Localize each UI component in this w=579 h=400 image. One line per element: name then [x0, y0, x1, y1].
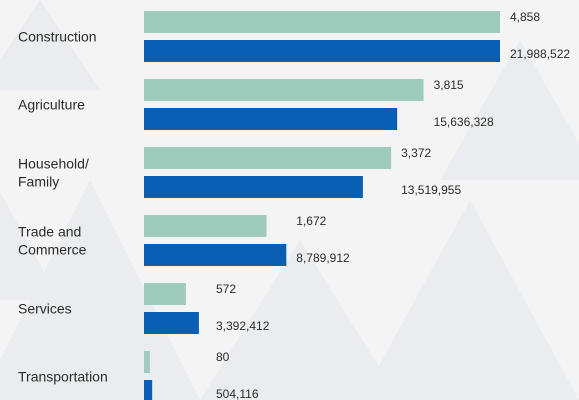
bar-series-1: [144, 79, 424, 101]
category-label-line: Family: [18, 174, 59, 190]
value-label-series-1: 80: [216, 350, 230, 364]
bg-triangle: [360, 200, 579, 400]
category-label-line: Services: [18, 301, 72, 317]
category-label: Services: [18, 301, 72, 317]
bg-triangle: [0, 0, 100, 90]
category-label: Household/Family: [18, 156, 89, 190]
bar-series-2: [144, 312, 199, 334]
bg-triangle: [200, 240, 400, 400]
category-label-line: Trade and: [18, 224, 81, 240]
value-label-series-1: 3,372: [401, 146, 431, 160]
bar-series-2: [144, 176, 363, 198]
bar-series-1: [144, 11, 500, 33]
value-label-series-2: 8,789,912: [296, 251, 350, 265]
bar-series-1: [144, 351, 150, 373]
bar-series-2: [144, 380, 153, 400]
value-label-series-2: 3,392,412: [216, 319, 270, 333]
bar-series-2: [144, 108, 398, 130]
category-label: Trade and Commerce: [18, 224, 87, 258]
value-label-series-2: 21,988,522: [510, 47, 570, 61]
bar-series-1: [144, 215, 267, 237]
value-label-series-2: 504,116: [216, 387, 259, 400]
category-label: Agriculture: [18, 97, 85, 113]
category-label-line: Agriculture: [18, 97, 85, 113]
bg-triangle: [0, 180, 200, 400]
category-label: Construction: [18, 29, 97, 45]
value-label-series-1: 1,672: [296, 214, 326, 228]
bar-series-1: [144, 283, 186, 305]
value-label-series-1: 3,815: [434, 78, 464, 92]
value-label-series-1: 572: [216, 282, 236, 296]
bg-triangle: [440, 40, 579, 180]
bar-series-2: [144, 244, 287, 266]
value-label-series-2: 15,636,328: [434, 115, 494, 129]
bar-series-1: [144, 147, 392, 169]
category-label-line: Construction: [18, 29, 97, 45]
bar-series-2: [144, 40, 500, 62]
category-label-line: Transportation: [18, 369, 108, 385]
category-label: Transportation: [18, 369, 108, 385]
value-label-series-2: 13,519,955: [401, 183, 461, 197]
category-label-line: Household/: [18, 156, 89, 172]
value-label-series-1: 4,858: [510, 10, 540, 24]
category-label-line: Commerce: [18, 242, 87, 258]
